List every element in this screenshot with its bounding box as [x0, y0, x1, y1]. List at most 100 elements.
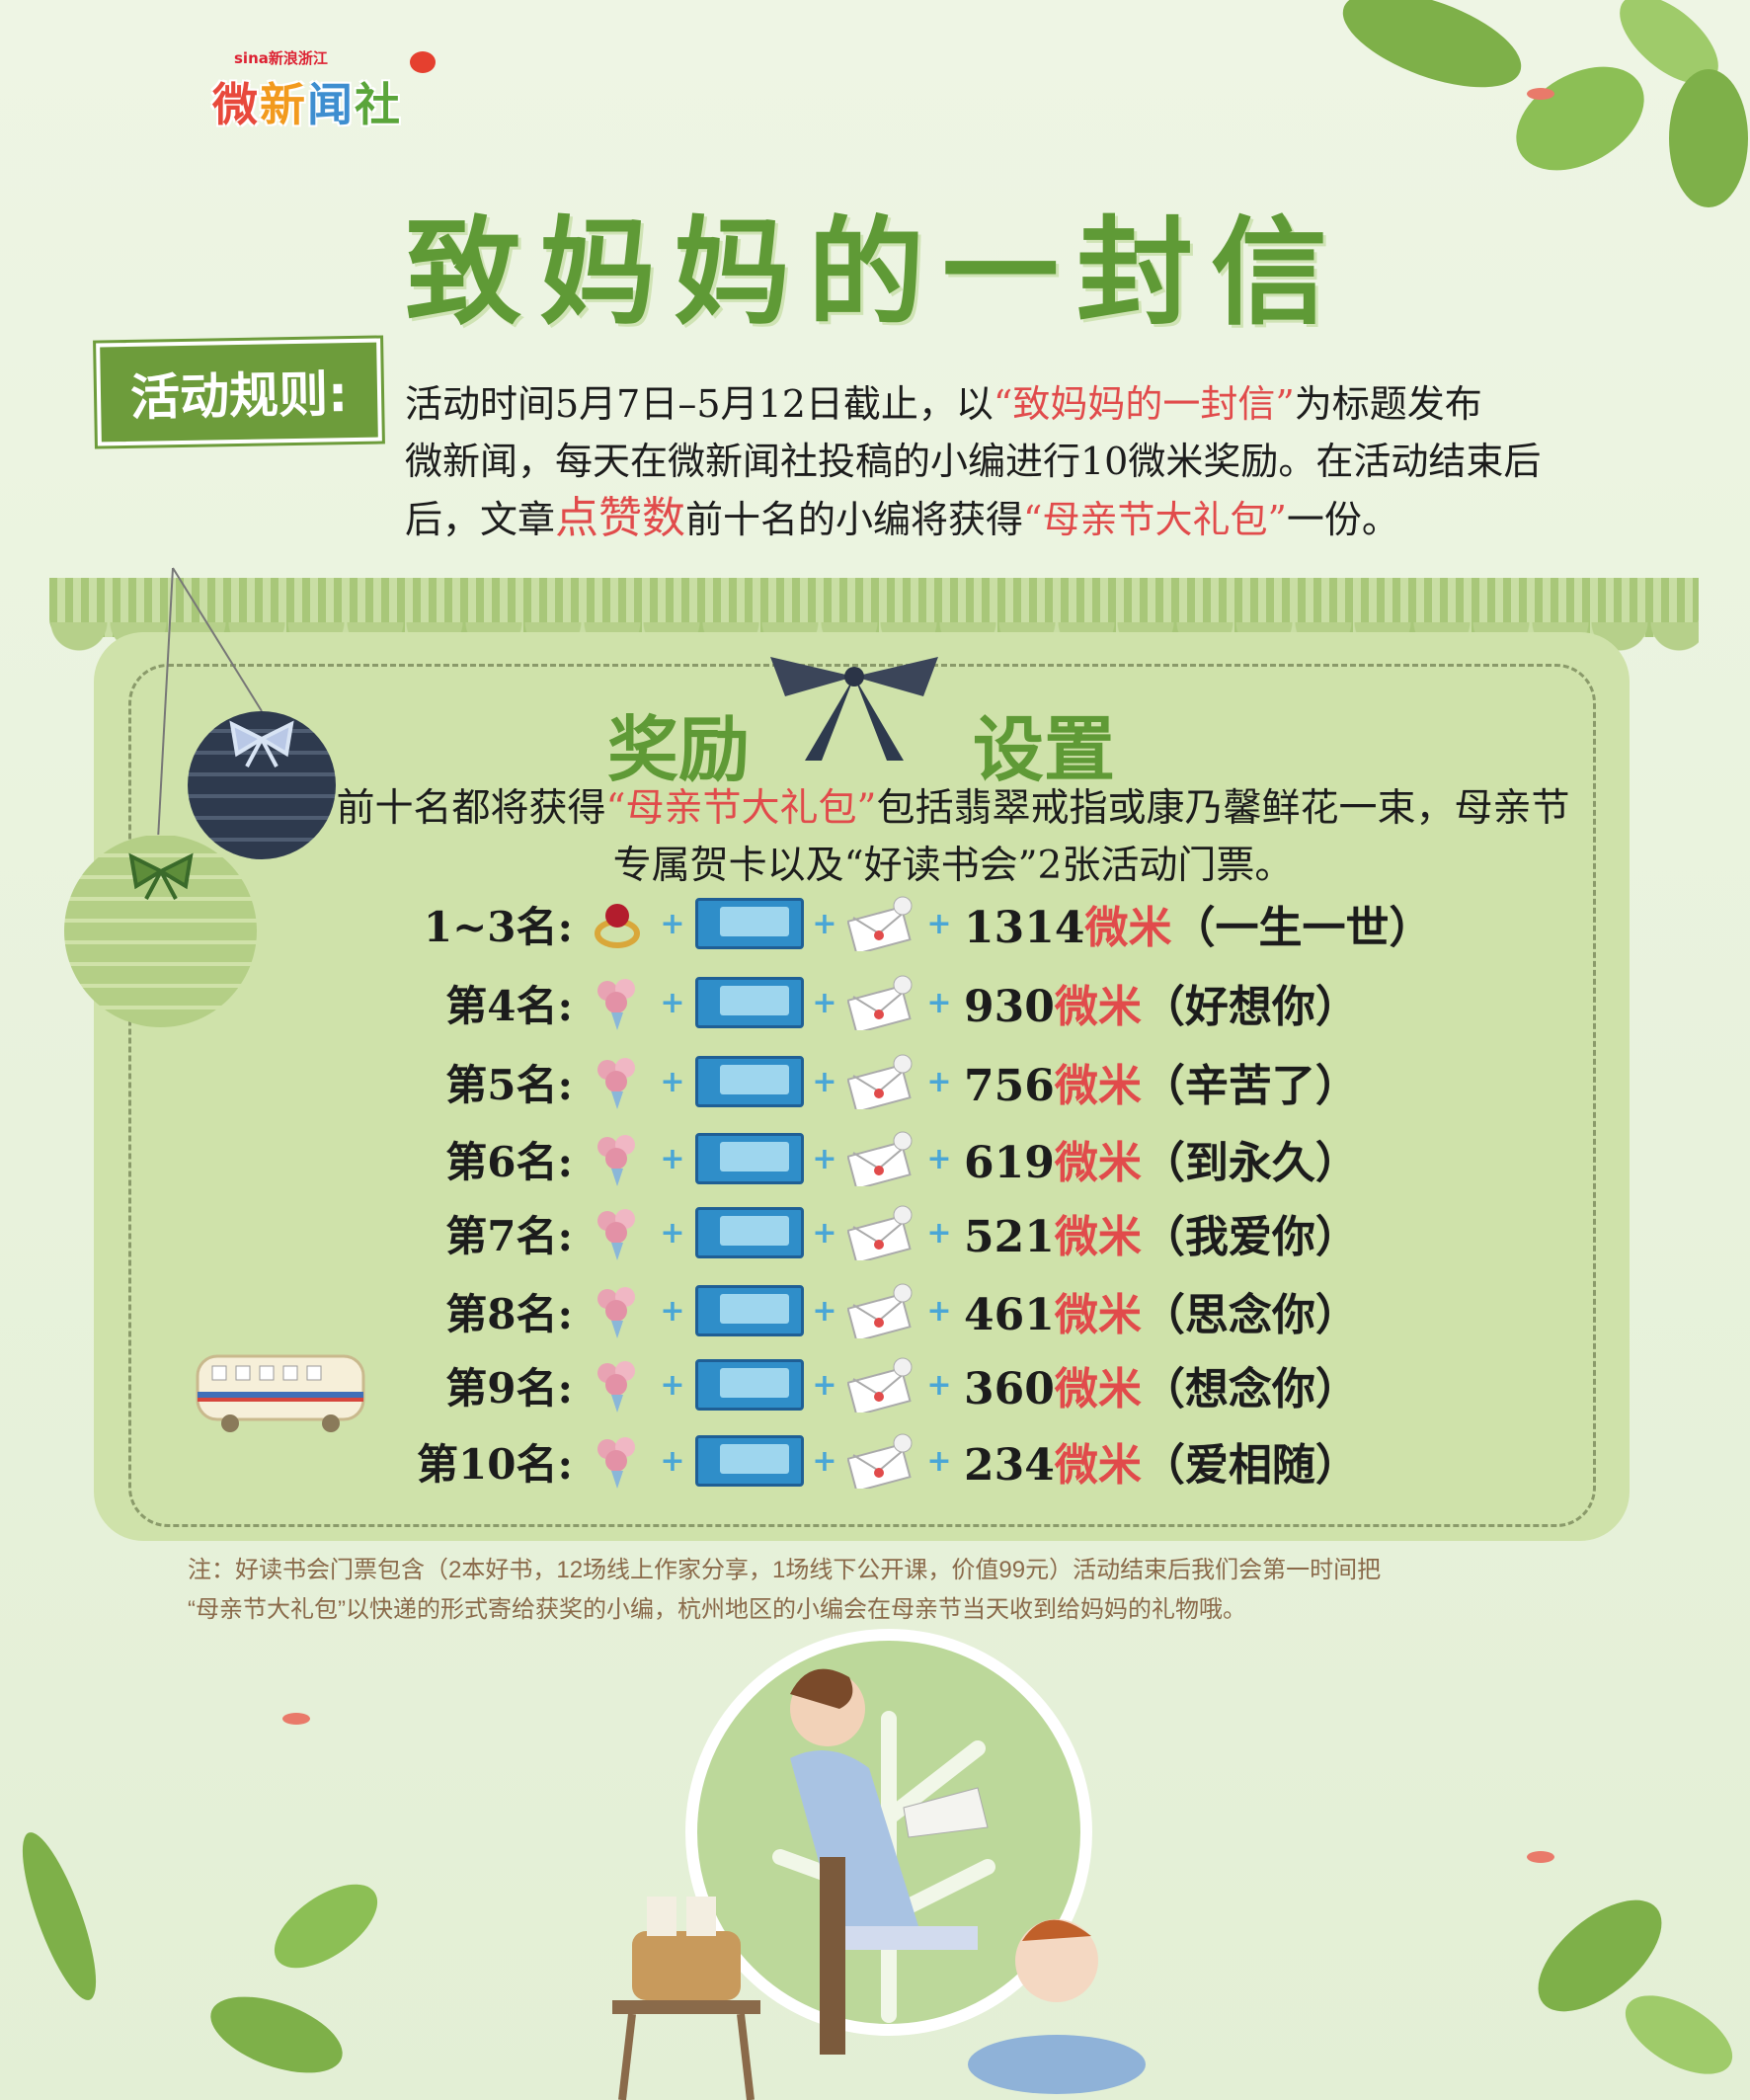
ribbon-bow-icon: [770, 657, 938, 761]
ticket-icon: [695, 1285, 804, 1336]
plus-icon: +: [660, 1141, 685, 1176]
plus-icon: +: [812, 1215, 837, 1251]
amount-meaning: （爱相随）: [1141, 1440, 1359, 1491]
envelope-icon: [846, 1054, 918, 1113]
bow-icon: [229, 720, 294, 767]
reward-row: 第5名: + + +756微米（辛苦了）: [395, 1047, 1531, 1116]
plus-icon: +: [812, 985, 837, 1020]
amount-meaning: （到永久）: [1141, 1138, 1359, 1188]
plus-icon: +: [926, 906, 952, 941]
amount-meaning: （辛苦了）: [1141, 1061, 1359, 1111]
amount-value: 930: [964, 982, 1055, 1032]
amount-value: 234: [964, 1440, 1055, 1491]
ring-icon: [583, 896, 652, 951]
rules-highlight: “母亲节大礼包”: [1023, 498, 1287, 541]
plus-icon: +: [660, 1215, 685, 1251]
envelope-icon: [846, 1357, 918, 1416]
plus-icon: +: [660, 906, 685, 941]
ticket-icon: [695, 1359, 804, 1411]
ticket-icon: [695, 977, 804, 1028]
rewards-title-left: 奖励: [607, 707, 751, 791]
rules-text: 活动时间5月7日–5月12日截止，以: [405, 382, 994, 426]
logo-char: 闻: [307, 78, 353, 131]
plus-icon: +: [660, 1293, 685, 1329]
reward-row: 第4名: + + +930微米（好想你）: [395, 968, 1531, 1037]
reward-amount: 1314微米（一生一世）: [964, 892, 1432, 955]
rules-text: 后，文章: [405, 498, 556, 541]
amount-meaning: （一生一世）: [1171, 903, 1433, 953]
reward-row: 第7名: + + +521微米（我爱你）: [395, 1198, 1531, 1267]
intro-text: 包括翡翠戒指或康乃馨鲜花一束，母亲节专属贺卡以及“好读书会”2张活动门票。: [612, 786, 1570, 888]
leaves-decoration-top: [1342, 0, 1748, 207]
plus-icon: +: [660, 1443, 685, 1479]
amount-meaning: （思念你）: [1141, 1290, 1359, 1340]
page-title: 致妈妈的一封信: [404, 203, 1345, 341]
green-plaid-tag: [64, 835, 257, 1027]
envelope-icon: [846, 1131, 918, 1190]
footnote-line: “母亲节大礼包”以快递的形式寄给获奖的小编，杭州地区的小编会在母亲节当天收到给妈…: [188, 1596, 1246, 1623]
weibo-icon: [410, 51, 436, 73]
flower-icon: [583, 1357, 652, 1413]
amount-meaning: （我爱你）: [1141, 1212, 1359, 1262]
plus-icon: +: [926, 1215, 952, 1251]
rank-label: 第7名:: [445, 1211, 573, 1260]
ticket-icon: [695, 1056, 804, 1107]
amount-value: 756: [964, 1061, 1055, 1111]
amount-unit: 微米: [1054, 1061, 1142, 1111]
rank-label: 第9名:: [445, 1363, 573, 1413]
rules-text: 一份。: [1286, 498, 1399, 541]
ticket-icon: [695, 1133, 804, 1184]
ticket-icon: [695, 1207, 804, 1258]
amount-value: 461: [964, 1290, 1055, 1340]
rules-tag: 活动规则:: [96, 338, 382, 446]
sina-brand: sina新浪浙江: [234, 49, 328, 67]
footnote-line: 注：好读书会门票包含（2本好书，12场线上作家分享，1场线下公开课，价值99元）…: [188, 1557, 1382, 1583]
amount-value: 360: [964, 1364, 1055, 1414]
amount-unit: 微米: [1054, 982, 1142, 1032]
amount-unit: 微米: [1054, 1290, 1142, 1340]
flower-icon: [583, 1131, 652, 1186]
reward-amount: 521微米（我爱你）: [964, 1201, 1359, 1264]
amount-unit: 微米: [1084, 903, 1172, 953]
rewards-intro: 前十名都将获得“母亲节大礼包”包括翡翠戒指或康乃馨鲜花一束，母亲节专属贺卡以及“…: [326, 780, 1580, 895]
reward-amount: 360微米（想念你）: [964, 1353, 1359, 1416]
reward-row: 第9名: + + +360微米（想念你）: [395, 1350, 1531, 1419]
rank-label: 第5名:: [445, 1060, 573, 1109]
reward-row: 第10名: + + +234微米（爱相随）: [395, 1426, 1531, 1495]
rewards-title-right: 设置: [973, 707, 1116, 791]
plus-icon: +: [926, 1293, 952, 1329]
rank-label: 第6名:: [445, 1137, 573, 1186]
plus-icon: +: [926, 1064, 952, 1099]
reward-amount: 234微米（爱相随）: [964, 1429, 1359, 1493]
amount-value: 1314: [964, 903, 1085, 953]
bus-icon: [196, 1354, 365, 1432]
flower-icon: [583, 975, 652, 1030]
ticket-icon: [695, 1435, 804, 1487]
ticket-icon: [695, 898, 804, 949]
rules-highlight: “致妈妈的一封信”: [993, 382, 1295, 426]
rank-label: 1~3名:: [423, 902, 573, 951]
footnote: 注：好读书会门票包含（2本好书，12场线上作家分享，1场线下公开课，价值99元）…: [188, 1551, 1590, 1630]
amount-meaning: （好想你）: [1141, 982, 1359, 1032]
reward-amount: 619微米（到永久）: [964, 1127, 1359, 1190]
plus-icon: +: [926, 1367, 952, 1403]
reward-amount: 461微米（思念你）: [964, 1279, 1359, 1342]
rank-label: 第10名:: [417, 1439, 573, 1489]
plus-icon: +: [660, 985, 685, 1020]
plus-icon: +: [926, 985, 952, 1020]
hanging-strings: [157, 567, 263, 841]
amount-unit: 微米: [1054, 1364, 1142, 1414]
plus-icon: +: [660, 1367, 685, 1403]
envelope-icon: [846, 975, 918, 1034]
plus-icon: +: [812, 906, 837, 941]
navy-plaid-tag: [188, 711, 336, 859]
envelope-icon: [846, 896, 918, 955]
panel-dashed-border: [128, 664, 1596, 1527]
plus-icon: +: [926, 1443, 952, 1479]
rank-label: 第8名:: [445, 1289, 573, 1338]
rank-label: 第4名:: [445, 981, 573, 1030]
flower-icon: [583, 1054, 652, 1109]
intro-text: 前十名都将获得: [336, 786, 606, 831]
reward-amount: 930微米（好想你）: [964, 971, 1359, 1034]
reward-row: 1~3名: + + +1314微米（一生一世）: [395, 889, 1531, 958]
